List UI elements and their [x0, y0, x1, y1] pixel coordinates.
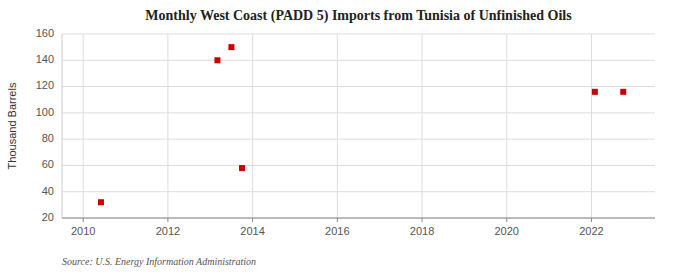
- y-grid-line: [62, 165, 655, 166]
- x-tick-mark: [506, 218, 507, 222]
- data-point: [592, 89, 598, 95]
- y-tick-label: 20: [42, 211, 54, 223]
- x-grid-line: [167, 34, 168, 218]
- data-point: [228, 44, 234, 50]
- data-point: [620, 89, 626, 95]
- y-grid-line: [62, 34, 655, 35]
- y-grid-line: [62, 191, 655, 192]
- x-tick-label: 2012: [156, 225, 180, 237]
- x-tick-mark: [591, 218, 592, 222]
- x-tick-label: 2016: [325, 225, 349, 237]
- data-point: [98, 199, 104, 205]
- grid: [62, 34, 655, 218]
- x-tick-mark: [167, 218, 168, 222]
- y-tick-label: 120: [36, 79, 54, 91]
- y-tick-label: 40: [42, 185, 54, 197]
- source-annotation: Source: U.S. Energy Information Administ…: [62, 256, 256, 267]
- x-tick-mark: [83, 218, 84, 222]
- y-tick-label: 60: [42, 158, 54, 170]
- x-grid-line: [422, 34, 423, 218]
- y-axis-line: [62, 34, 63, 218]
- data-point: [239, 165, 245, 171]
- x-grid-line: [337, 34, 338, 218]
- x-tick-label: 2014: [240, 225, 264, 237]
- x-tick-label: 2010: [71, 225, 95, 237]
- y-tick-label: 80: [42, 132, 54, 144]
- x-tick-mark: [337, 218, 338, 222]
- x-tick-label: 2018: [410, 225, 434, 237]
- data-point: [214, 57, 220, 63]
- y-grid-line: [62, 139, 655, 140]
- chart-container: 20 40 60 80 100 120 140 160 2010 2012 2014 2016 2018…: [0, 0, 675, 275]
- y-grid-line: [62, 86, 655, 87]
- x-tick-mark: [422, 218, 423, 222]
- y-grid-line: [62, 218, 655, 219]
- y-axis-label: Thousand Barrels: [6, 82, 18, 169]
- x-grid-line: [591, 34, 592, 218]
- x-tick-label: 2022: [579, 225, 603, 237]
- x-tick-label: 2020: [495, 225, 519, 237]
- y-tick-label: 140: [36, 53, 54, 65]
- x-grid-line: [252, 34, 253, 218]
- x-tick-mark: [252, 218, 253, 222]
- x-grid-line: [83, 34, 84, 218]
- y-tick-label: 100: [36, 106, 54, 118]
- chart-svg: 20 40 60 80 100 120 140 160 2010 2012 2014 2016 2018…: [0, 0, 675, 275]
- y-grid-line: [62, 112, 655, 113]
- x-axis-line: [62, 218, 655, 219]
- x-grid-line: [506, 34, 507, 218]
- points: [98, 44, 626, 205]
- chart-title: Monthly West Coast (PADD 5) Imports from…: [145, 8, 572, 24]
- y-tick-label: 160: [36, 27, 54, 39]
- y-grid-line: [62, 60, 655, 61]
